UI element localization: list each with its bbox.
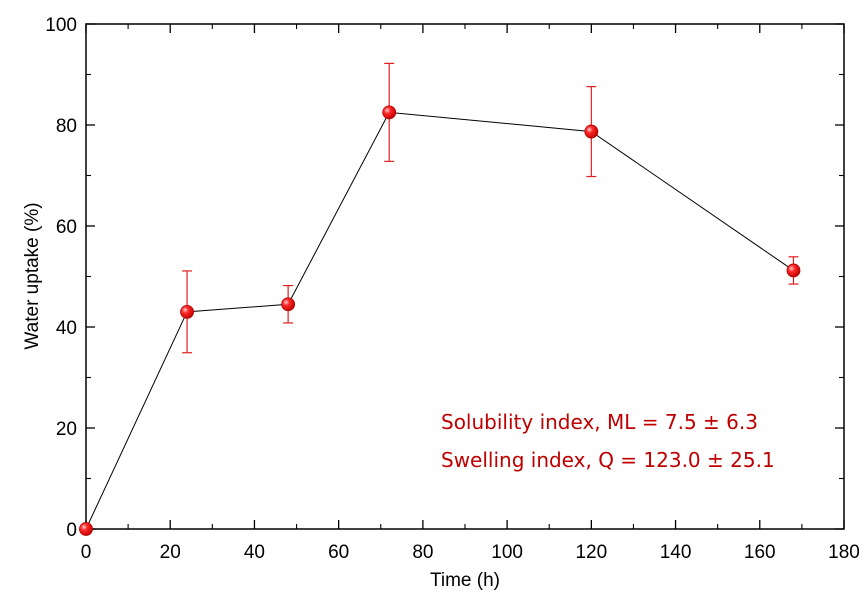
x-axis: 0 20 40 60 80 100 120 140 160 180	[81, 24, 860, 563]
x-axis-title: Time (h)	[430, 570, 500, 591]
x-tick-label: 80	[412, 542, 433, 563]
y-axis-title: Water uptake (%)	[22, 202, 43, 349]
x-tick-label: 120	[575, 542, 607, 563]
error-bars	[182, 62, 799, 354]
data-point	[79, 522, 93, 536]
x-tick-label: 20	[160, 542, 181, 563]
data-point	[281, 297, 296, 312]
x-tick-label: 180	[828, 542, 860, 563]
x-tick-label: 100	[491, 542, 523, 563]
data-point	[584, 124, 599, 139]
y-tick-label: 80	[56, 116, 77, 137]
x-tick-label: 0	[81, 542, 92, 563]
y-tick-label: 20	[56, 419, 77, 440]
y-axis: 0 20 40 60 80 100	[45, 15, 844, 541]
x-tick-label: 60	[328, 542, 349, 563]
x-tick-label: 40	[244, 542, 265, 563]
annotation-swelling: Swelling index, Q = 123.0 ± 25.1	[441, 448, 775, 472]
y-tick-label: 100	[45, 15, 77, 36]
series-line	[85, 111, 794, 530]
y-tick-label: 0	[66, 520, 77, 541]
data-point	[180, 304, 194, 319]
x-tick-label: 140	[660, 542, 692, 563]
series-polyline	[85, 111, 794, 530]
data-markers	[79, 105, 801, 536]
data-point	[786, 263, 801, 278]
data-point	[382, 105, 397, 120]
x-tick-label: 160	[744, 542, 776, 563]
annotation-solubility: Solubility index, ML = 7.5 ± 6.3	[441, 410, 758, 434]
y-tick-label: 40	[56, 318, 77, 339]
y-tick-label: 60	[56, 217, 77, 238]
